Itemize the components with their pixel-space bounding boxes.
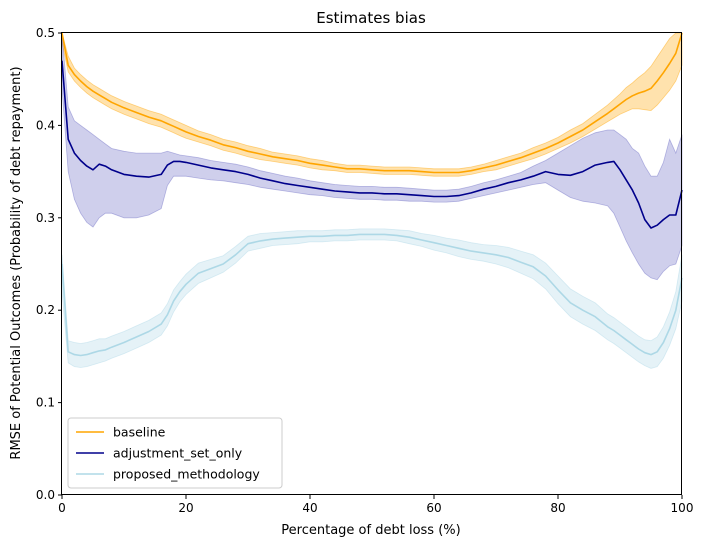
confidence-bands <box>61 32 683 369</box>
y-tick-label: 0.3 <box>36 211 55 225</box>
legend: baseline adjustment_set_only proposed_meth… <box>67 417 283 489</box>
adjustment-set-only-line <box>61 60 683 229</box>
adjustment-set-only-band <box>61 32 683 281</box>
y-tick-label: 0.2 <box>36 303 55 317</box>
proposed-methodology-band <box>61 228 683 369</box>
y-tick-label: 0.5 <box>36 26 55 40</box>
chart-title: Estimates bias <box>316 9 426 27</box>
proposed-methodology-line <box>61 233 683 357</box>
y-axis: 0.0 0.1 0.2 0.3 0.4 0.5 <box>36 26 62 502</box>
legend-label-proposed-methodology: proposed_methodology <box>113 467 260 482</box>
legend-label-adjustment-set-only: adjustment_set_only <box>113 446 243 461</box>
y-tick-label: 0.4 <box>36 118 55 132</box>
x-tick-label: 100 <box>671 501 694 515</box>
legend-box <box>67 417 283 489</box>
y-tick-label: 0.1 <box>36 396 55 410</box>
baseline-line <box>61 32 683 174</box>
y-axis-label: RMSE of Potential Outcomes (Probability … <box>9 66 24 459</box>
x-tick-label: 40 <box>302 501 317 515</box>
x-axis: 0 20 40 60 80 100 <box>58 495 693 515</box>
plot-frame <box>61 32 682 495</box>
x-tick-label: 0 <box>58 501 66 515</box>
legend-label-baseline: baseline <box>113 425 166 440</box>
x-tick-label: 80 <box>550 501 565 515</box>
y-tick-label: 0.0 <box>36 488 55 502</box>
x-axis-label: Percentage of debt loss (%) <box>281 523 460 538</box>
x-tick-label: 20 <box>178 501 193 515</box>
x-tick-label: 60 <box>426 501 441 515</box>
series-lines <box>61 32 683 357</box>
